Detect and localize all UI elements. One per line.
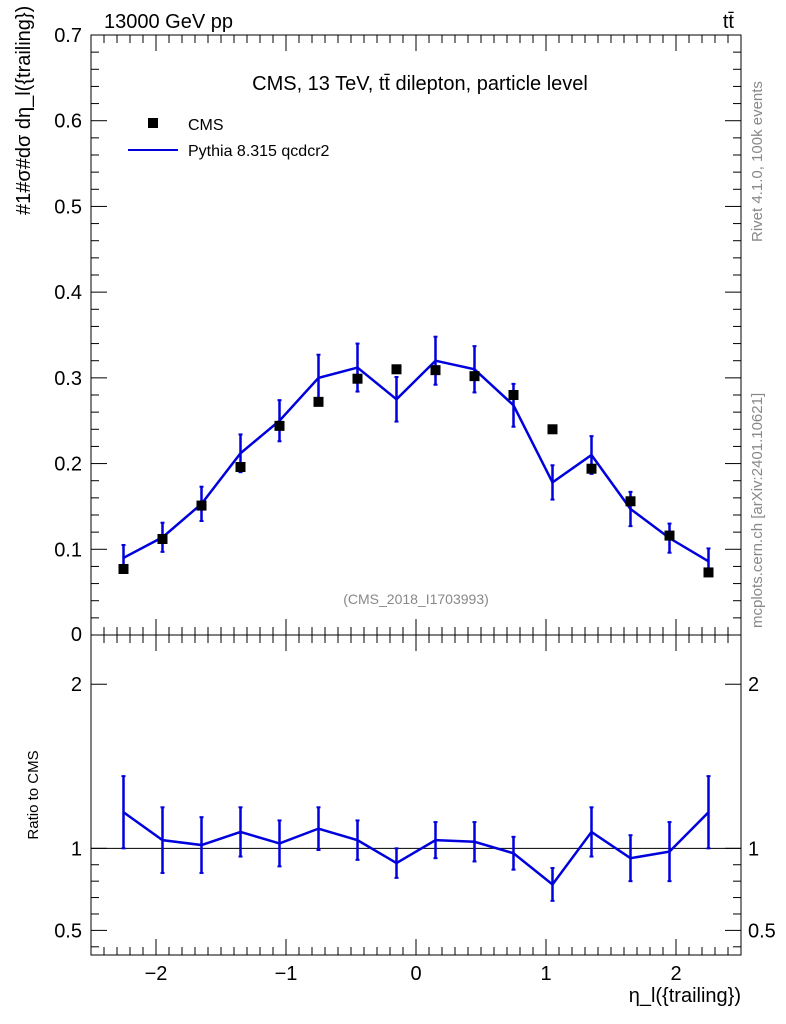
x-tick-label: 2 xyxy=(670,963,681,985)
cms-data-point xyxy=(703,567,714,578)
x-tick-label: −1 xyxy=(275,963,298,985)
x-tick-label: −2 xyxy=(145,963,168,985)
ratio-y-tick-label-right: 1 xyxy=(748,838,759,860)
ratio-y-tick-label: 1 xyxy=(71,838,82,860)
x-tick-label: 0 xyxy=(410,963,421,985)
y-tick-label: 0.3 xyxy=(54,368,82,390)
cms-data-point xyxy=(157,534,168,544)
cms-data-point xyxy=(430,365,441,376)
header-left: 13000 GeV pp xyxy=(104,11,233,33)
y-axis-label: #1#σ#dσ dη_l({trailing}) xyxy=(13,6,35,215)
ratio-series-line xyxy=(122,811,710,887)
legend-cms-label: CMS xyxy=(188,117,224,134)
cms-data-point xyxy=(664,530,675,541)
side-text-top: Rivet 4.1.0, 100k events xyxy=(749,81,766,242)
y-tick-label: 0.2 xyxy=(54,454,82,476)
cms-data-point xyxy=(547,424,558,435)
chart-title: CMS, 13 TeV, tt̄ dilepton, particle leve… xyxy=(252,73,588,95)
x-tick-label: 1 xyxy=(540,963,551,985)
side-text-bottom: mcplots.cern.ch [arXiv:2401.10621] xyxy=(749,393,766,628)
cms-data-point xyxy=(235,462,246,472)
cms-data-point xyxy=(391,364,402,375)
y-tick-label: 0.7 xyxy=(54,25,82,47)
cms-data-point xyxy=(274,420,285,431)
legend-cms-marker xyxy=(148,118,158,128)
ratio-y-axis-label: Ratio to CMS xyxy=(25,750,42,839)
axis-ticks xyxy=(91,34,741,955)
pythia-series-line xyxy=(122,359,710,563)
cms-data-point xyxy=(118,564,129,574)
main-series xyxy=(118,335,714,578)
ratio-y-tick-label: 2 xyxy=(71,674,82,696)
ratio-y-tick-label: 0.5 xyxy=(54,920,82,942)
cms-data-point xyxy=(196,500,207,511)
cms-data-point xyxy=(469,371,480,382)
y-tick-label: 0.5 xyxy=(54,196,82,218)
y-tick-label: 0.1 xyxy=(54,539,82,561)
y-tick-label-zero: 0 xyxy=(71,624,82,646)
cms-data-point xyxy=(352,373,363,384)
tick-labels: −2 −1 0 1 2 0.1 0.2 0.3 0.4 0.5 0.6 0.7 0 0.5 0.5 1 1 2 2 xyxy=(54,25,776,985)
cms-data-point xyxy=(586,463,597,474)
ratio-plot-frame xyxy=(90,634,742,956)
cms-data-point xyxy=(313,396,324,407)
ratio-y-tick-label-right: 0.5 xyxy=(748,920,776,942)
ratio-y-tick-label-right: 2 xyxy=(748,674,759,696)
ratio-series xyxy=(121,775,711,902)
cms-data-point xyxy=(508,390,519,400)
x-axis-label: η_l({trailing}) xyxy=(629,985,741,1007)
y-tick-label: 0.6 xyxy=(54,111,82,133)
analysis-watermark: (CMS_2018_I1703993) xyxy=(343,591,489,607)
cms-data-point xyxy=(625,496,636,507)
legend-pythia-label: Pythia 8.315 qcdcr2 xyxy=(188,143,330,160)
y-tick-label: 0.4 xyxy=(54,282,82,304)
header-right: tt̄ xyxy=(723,11,735,33)
